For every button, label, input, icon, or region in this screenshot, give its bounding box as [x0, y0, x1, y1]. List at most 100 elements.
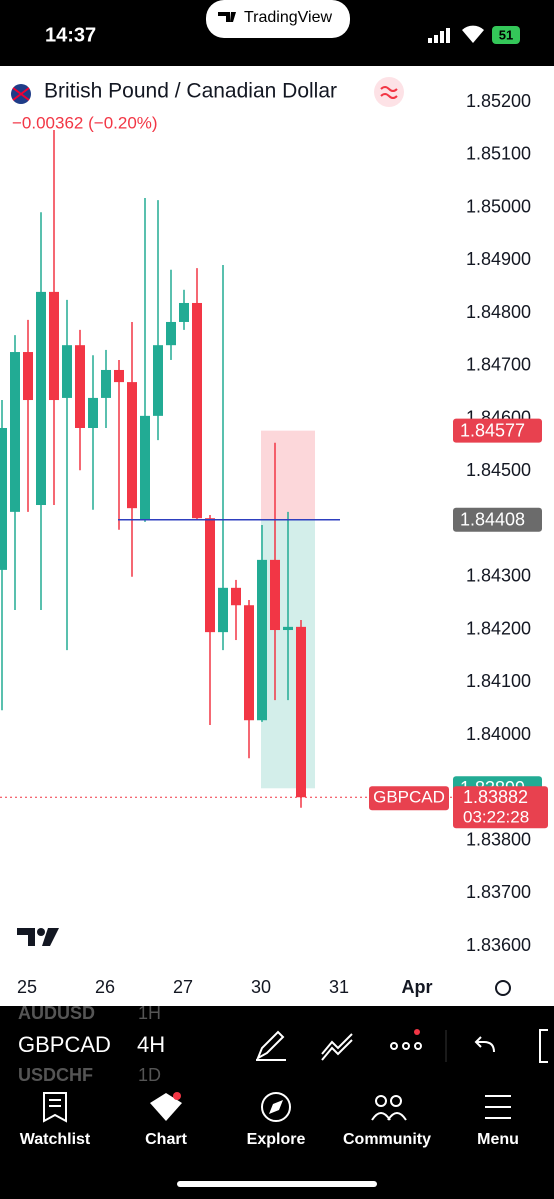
home-indicator	[177, 1181, 377, 1187]
symbol-box	[369, 786, 449, 811]
plot: 1.85200 1.85100 1.85000 1.84900 1.84800 1.847…	[0, 91, 548, 997]
undo[interactable]	[474, 1036, 495, 1053]
toolbar-symbol[interactable]: GBPCAD	[18, 1032, 111, 1057]
candle-body	[231, 587, 241, 606]
price-change: −0.00362 (−0.20%)	[12, 113, 158, 132]
y-tick-label: 1.84000	[466, 724, 531, 744]
candle-body	[296, 626, 306, 798]
watchlist-next-symbol: USDCHF	[18, 1065, 93, 1085]
stop-label: 1.84577	[460, 420, 525, 440]
candle-body	[257, 559, 267, 721]
nav-labels: Watchlist Chart Explore Community Menu	[20, 1131, 519, 1148]
watchlist-prev-interval: 1H	[138, 1003, 161, 1023]
stop-label-box	[453, 418, 542, 443]
watchlist-next-interval: 1D	[138, 1065, 161, 1085]
nav-community-icon	[371, 1095, 407, 1121]
y-tick-label: 1.84200	[466, 618, 531, 638]
y-tick-label: 1.83700	[466, 882, 531, 902]
candle-body	[218, 587, 228, 633]
y-tick-label: 1.84100	[466, 671, 531, 691]
nav-label[interactable]: Watchlist	[20, 1131, 91, 1148]
y-tick-label: 1.84300	[466, 566, 531, 586]
last-price-symbol: GBPCAD	[373, 788, 445, 807]
y-tick-label: 1.85200	[466, 91, 531, 111]
candle-body	[179, 302, 189, 322]
settings-icon[interactable]	[495, 980, 511, 996]
x-tick-label: 31	[329, 977, 349, 997]
market-status-icon	[380, 86, 398, 99]
last-price-box	[453, 786, 548, 829]
nav-label[interactable]: Chart	[145, 1131, 187, 1148]
candle-body	[75, 345, 85, 428]
entry-label-box	[453, 507, 542, 532]
toolbar-interval[interactable]: 4H	[137, 1032, 165, 1057]
candle-body	[127, 382, 137, 509]
candle-body	[166, 321, 176, 346]
nav-explore-icon	[261, 1092, 291, 1122]
battery-level: 51	[499, 27, 513, 42]
nav-chart-badge	[173, 1092, 181, 1100]
market-status[interactable]	[374, 77, 404, 107]
y-tick-label: 1.84500	[466, 460, 531, 480]
last-price: 1.83882	[463, 787, 528, 807]
trend-tool[interactable]	[321, 1033, 353, 1061]
signal-icon	[428, 28, 450, 43]
candle-body	[23, 352, 33, 401]
y-tick-label: 1.85000	[466, 196, 531, 216]
countdown: 03:22:28	[463, 808, 529, 827]
x-tick-label: 27	[173, 977, 193, 997]
app-name: TradingView	[244, 9, 332, 26]
battery	[492, 26, 520, 44]
stop-zone	[261, 430, 315, 520]
nav-label[interactable]: Community	[343, 1131, 431, 1148]
candle-body	[244, 605, 254, 721]
candle-body	[270, 559, 280, 631]
symbol-title: British Pound / Canadian Dollar	[44, 80, 337, 103]
fullscreen[interactable]	[539, 1029, 548, 1063]
y-tick-label: 1.84800	[466, 302, 531, 322]
x-tick-label: Apr	[402, 977, 433, 997]
more-tools[interactable]	[390, 1042, 422, 1050]
candle-body	[140, 415, 150, 520]
candle-body	[205, 518, 215, 633]
flag-cross	[12, 87, 30, 101]
y-tick-label: 1.85100	[466, 144, 531, 164]
toolbar	[0, 1006, 554, 1086]
candle-body	[192, 302, 202, 519]
nav-label[interactable]: Explore	[247, 1131, 306, 1148]
candle-body	[88, 397, 98, 428]
tv-logo-small	[218, 12, 236, 22]
candle-body	[36, 291, 46, 506]
entry-label: 1.84408	[460, 510, 525, 530]
nav-chart-icon	[150, 1093, 182, 1121]
candle-body	[114, 369, 124, 383]
x-tick-label: 30	[251, 977, 271, 997]
candle-body	[62, 345, 72, 398]
x-tick-label: 25	[17, 977, 37, 997]
nav-watchlist-icon	[43, 1092, 67, 1123]
y-tick-label: 1.83800	[466, 829, 531, 849]
candle-body	[153, 345, 163, 416]
y-tick-label: 1.84700	[466, 355, 531, 375]
candle-body	[10, 352, 20, 512]
nav-menu-icon	[485, 1095, 511, 1119]
draw-tool[interactable]	[256, 1030, 286, 1061]
chart-area[interactable]	[0, 66, 554, 1006]
watchlist-prev-symbol: AUDUSD	[18, 1003, 95, 1023]
y-tick-label: 1.83600	[466, 935, 531, 955]
x-tick-label: 26	[95, 977, 115, 997]
nav-label[interactable]: Menu	[477, 1131, 519, 1148]
candle-body	[101, 369, 111, 398]
candle-body	[49, 291, 59, 401]
tools-badge	[414, 1029, 420, 1035]
candle-body	[0, 427, 7, 570]
nav-explore-needle	[269, 1100, 283, 1114]
y-tick-label: 1.84900	[466, 249, 531, 269]
app-pill[interactable]	[206, 0, 350, 38]
candle-body	[283, 626, 293, 631]
tradingview-logo	[17, 928, 59, 946]
wifi-icon	[462, 25, 484, 43]
clock: 14:37	[45, 24, 96, 46]
